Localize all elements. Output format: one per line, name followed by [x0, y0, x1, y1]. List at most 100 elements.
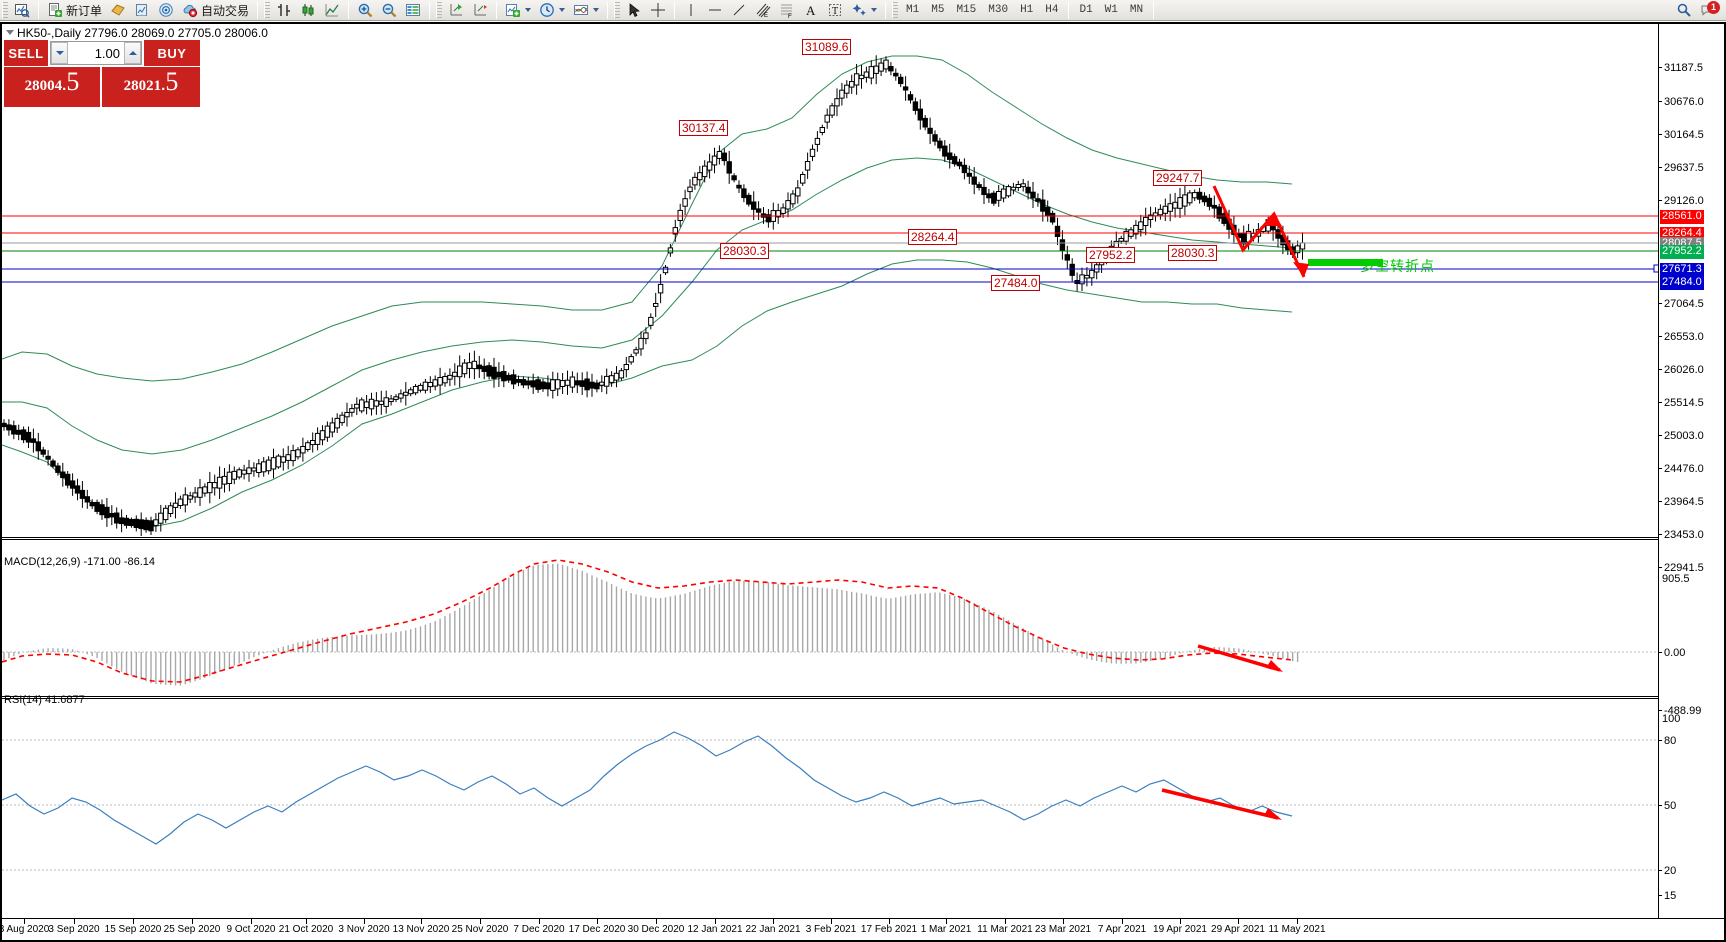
candlestick-chart-button[interactable] [296, 1, 320, 20]
timeframe-w1[interactable]: W1 [1104, 4, 1118, 16]
candle-body [496, 371, 502, 378]
one-click-trading-panel[interactable]: SELL 1.00 BUY 28004. 5 28021. 5 [4, 40, 200, 107]
candle-body [1030, 191, 1036, 199]
chart-shift-button[interactable] [468, 1, 492, 20]
buy-button[interactable]: BUY [144, 40, 200, 66]
price-level-badge-27671[interactable]: 27671.3 [1660, 263, 1704, 277]
timeframe-m30[interactable]: M30 [988, 4, 1009, 16]
toolbar-grip-2[interactable] [264, 2, 271, 18]
rsi-pane[interactable] [2, 702, 1660, 917]
expert-advisors-button[interactable] [106, 1, 130, 20]
macd-pane[interactable] [2, 542, 1660, 692]
bar-chart-button[interactable] [272, 1, 296, 20]
date-scale[interactable]: 3 Aug 2020 3 Sep 2020 15 Sep 2020 25 Sep 20… [2, 918, 1724, 940]
signals-button[interactable] [154, 1, 178, 20]
date-tick-mark [74, 919, 75, 924]
price-tick: 23453.0 [1659, 529, 1704, 541]
timeframe-m5[interactable]: M5 [931, 4, 945, 16]
crosshair-button[interactable] [646, 1, 670, 20]
candle-body [84, 496, 90, 503]
price-scale[interactable]: 31187.5 30676.0 30164.5 29637.5 29126.0 … [1658, 24, 1724, 940]
price-pane[interactable] [2, 34, 1660, 539]
new-order-button[interactable]: 新订单 [43, 1, 106, 20]
auto-trading-button[interactable]: 自动交易 [178, 1, 253, 20]
buy-price-integer: 28021 [123, 78, 162, 94]
date-tick-mark [773, 919, 774, 924]
date-tick-mark [715, 919, 716, 924]
date-tick-label: 13 Nov 2020 [392, 924, 450, 935]
price-level-badge-28561[interactable]: 28561.0 [1660, 210, 1704, 224]
date-tick-mark [539, 919, 540, 924]
timeframe-m15[interactable]: M15 [956, 4, 977, 16]
data-grid-button[interactable] [401, 1, 425, 20]
volume-input[interactable]: 1.00 [94, 45, 120, 61]
candle-body [20, 429, 27, 441]
toolbar-grip-5[interactable] [892, 2, 899, 18]
candle-body [432, 379, 438, 387]
chart-window-icon-button[interactable] [10, 1, 34, 20]
chevron-down-icon-4[interactable] [871, 8, 878, 12]
timeframe-h1[interactable]: H1 [1020, 4, 1034, 16]
volume-decrement-button[interactable] [51, 42, 68, 64]
candle-body [1015, 184, 1021, 188]
timeframe-d1[interactable]: D1 [1079, 4, 1093, 16]
buy-price-button[interactable]: 28021. 5 [102, 67, 200, 107]
search-button[interactable] [1672, 1, 1696, 20]
price-projection-arrow [1212, 185, 1306, 278]
line-chart-button[interactable] [320, 1, 344, 20]
zoom-in-button[interactable] [353, 1, 377, 20]
timeframe-mn[interactable]: MN [1129, 4, 1144, 16]
notifications-button[interactable]: 1 [1696, 0, 1720, 20]
price-level-badge-27952[interactable]: 27952.2 [1660, 245, 1704, 259]
period-button[interactable] [535, 1, 569, 20]
equidistant-channel-button[interactable]: E [751, 1, 775, 20]
data-window-button[interactable] [130, 1, 154, 20]
candle-body [452, 371, 458, 377]
text-box-button[interactable]: T [823, 1, 847, 20]
candle-body [682, 198, 688, 207]
candle-body [530, 380, 536, 388]
chevron-down-icon-2[interactable] [559, 8, 566, 12]
toolbar-grip[interactable] [2, 2, 8, 18]
trendline-button[interactable] [727, 1, 751, 20]
sell-button[interactable]: SELL [4, 40, 48, 66]
candle-body [412, 386, 419, 394]
date-tick-mark [1238, 919, 1239, 924]
date-tick-mark [1122, 919, 1123, 924]
date-tick-label: 3 Sep 2020 [48, 924, 100, 935]
volume-increment-button[interactable] [124, 42, 141, 64]
date-tick-mark [1297, 919, 1298, 924]
text-label-button[interactable]: A [799, 1, 823, 20]
candle-body [1049, 212, 1056, 223]
vertical-line-button[interactable] [679, 1, 703, 20]
collapse-triangle-icon[interactable] [6, 30, 14, 35]
sell-price-button[interactable]: 28004. 5 [4, 67, 100, 107]
chevron-down-icon-3[interactable] [593, 8, 600, 12]
shapes-button[interactable] [847, 1, 881, 20]
chart-window[interactable]: HK50-,Daily 27796.0 28069.0 27705.0 2800… [0, 22, 1726, 942]
candle-body [868, 66, 874, 79]
candle-body [261, 461, 267, 473]
price-level-badge-27484[interactable]: 27484.0 [1660, 276, 1704, 290]
toolbar-grip-3[interactable] [436, 2, 443, 18]
candle-body [618, 370, 625, 379]
timeframe-h4[interactable]: H4 [1045, 4, 1059, 16]
horizontal-line-button[interactable] [703, 1, 727, 20]
zoom-out-button[interactable] [377, 1, 401, 20]
cursor-button[interactable] [622, 1, 646, 20]
candle-body [1005, 186, 1012, 197]
indicators-button[interactable] [501, 1, 535, 20]
fibonacci-button[interactable]: F [775, 1, 799, 20]
templates-button[interactable] [569, 1, 603, 20]
price-tick: 29637.5 [1659, 162, 1704, 174]
timeframe-m1[interactable]: M1 [906, 4, 920, 16]
indicators-icon [505, 2, 521, 18]
candle-body [265, 459, 272, 472]
chevron-down-icon[interactable] [525, 8, 532, 12]
autoscroll-button[interactable] [444, 1, 468, 20]
toolbar-grip-4[interactable] [614, 2, 621, 18]
candle-body [1216, 206, 1222, 219]
candle-body [628, 356, 634, 363]
volume-stepper[interactable]: 1.00 [50, 41, 142, 65]
candle-body [510, 374, 517, 385]
